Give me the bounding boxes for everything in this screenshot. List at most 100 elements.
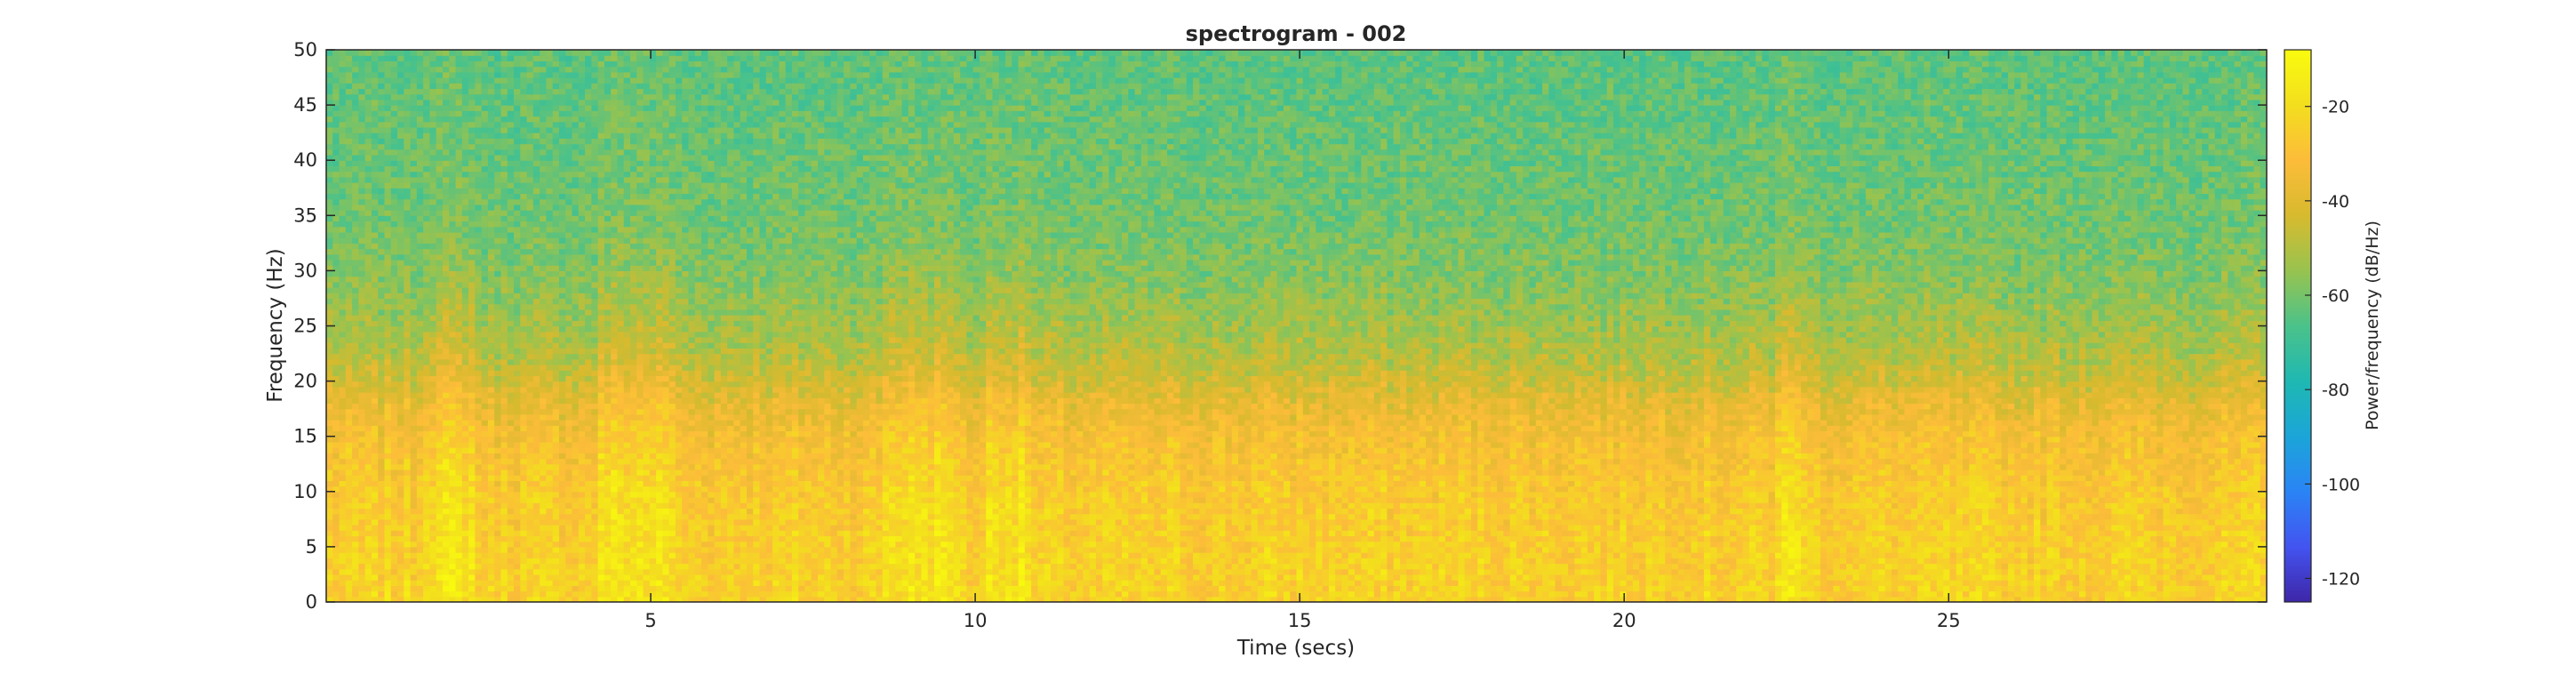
heatmap-cell: [546, 138, 553, 144]
heatmap-cell: [475, 585, 482, 591]
heatmap-cell: [624, 132, 631, 139]
heatmap-cell: [565, 525, 572, 531]
heatmap-cell: [449, 67, 456, 73]
heatmap-cell: [644, 469, 651, 476]
heatmap-cell: [540, 110, 547, 116]
heatmap-cell: [598, 249, 605, 255]
heatmap-cell: [546, 574, 553, 581]
heatmap-cell: [540, 420, 547, 426]
heatmap-cell: [429, 50, 436, 56]
heatmap-cell: [494, 459, 501, 465]
heatmap-cell: [326, 420, 333, 426]
heatmap-cell: [500, 182, 508, 189]
heatmap-cell: [326, 409, 333, 415]
heatmap-cell: [429, 525, 436, 531]
heatmap-cell: [397, 530, 404, 536]
heatmap-cell: [533, 67, 540, 73]
heatmap-cell: [527, 387, 534, 393]
heatmap-cell: [475, 558, 482, 564]
heatmap-cell: [391, 67, 398, 73]
heatmap-cell: [411, 155, 418, 161]
heatmap-cell: [372, 315, 379, 321]
heatmap-cell: [500, 67, 508, 73]
heatmap-cell: [540, 265, 547, 271]
heatmap-cell: [358, 442, 365, 448]
heatmap-cell: [417, 110, 424, 116]
heatmap-cell: [417, 155, 424, 161]
heatmap-cell: [378, 138, 385, 144]
heatmap-cell: [468, 375, 476, 381]
heatmap-cell: [340, 320, 347, 326]
heatmap-cell: [611, 155, 618, 161]
heatmap-cell: [411, 464, 418, 470]
heatmap-cell: [611, 519, 618, 526]
heatmap-cell: [482, 420, 489, 426]
heatmap-cell: [358, 320, 365, 326]
heatmap-cell: [533, 55, 540, 61]
heatmap-cell: [378, 309, 385, 316]
heatmap-cell: [611, 210, 618, 216]
heatmap-cell: [332, 304, 340, 310]
heatmap-cell: [611, 525, 618, 531]
heatmap-cell: [488, 210, 495, 216]
heatmap-cell: [326, 309, 333, 316]
heatmap-cell: [500, 430, 508, 437]
heatmap-cell: [332, 227, 340, 233]
heatmap-cell: [436, 414, 444, 421]
heatmap-cell: [494, 480, 501, 486]
heatmap-cell: [365, 326, 372, 333]
heatmap-cell: [591, 232, 598, 238]
heatmap-cell: [397, 60, 404, 67]
heatmap-cell: [572, 172, 580, 178]
heatmap-cell: [488, 243, 495, 249]
heatmap-cell: [494, 397, 501, 404]
heatmap-cell: [482, 55, 489, 61]
heatmap-cell: [456, 270, 463, 277]
heatmap-cell: [456, 414, 463, 421]
heatmap-cell: [475, 348, 482, 354]
heatmap-cell: [365, 420, 372, 426]
heatmap-cell: [346, 215, 353, 221]
heatmap-cell: [346, 277, 353, 283]
heatmap-cell: [644, 542, 651, 548]
heatmap-cell: [436, 409, 444, 415]
heatmap-cell: [591, 177, 598, 183]
heatmap-cell: [527, 67, 534, 73]
heatmap-cell: [332, 260, 340, 266]
heatmap-cell: [443, 447, 450, 453]
heatmap-cell: [591, 298, 598, 304]
heatmap-cell: [391, 122, 398, 128]
heatmap-cell: [358, 414, 365, 421]
heatmap-cell: [508, 94, 515, 100]
heatmap-cell: [468, 122, 476, 128]
heatmap-cell: [604, 172, 612, 178]
heatmap-cell: [546, 359, 553, 365]
heatmap-cell: [565, 265, 572, 271]
heatmap-cell: [423, 243, 430, 249]
heatmap-cell: [456, 558, 463, 564]
heatmap-cell: [514, 585, 521, 591]
heatmap-cell: [553, 260, 560, 266]
heatmap-cell: [468, 569, 476, 575]
heatmap-cell: [384, 397, 391, 404]
heatmap-cell: [358, 585, 365, 591]
heatmap-cell: [604, 243, 612, 249]
heatmap-cell: [358, 232, 365, 238]
heatmap-cell: [436, 293, 444, 299]
heatmap-cell: [417, 293, 424, 299]
heatmap-cell: [579, 370, 586, 376]
heatmap-cell: [391, 409, 398, 415]
heatmap-cell: [326, 564, 333, 570]
heatmap-cell: [462, 492, 469, 498]
heatmap-cell: [326, 177, 333, 183]
heatmap-cell: [636, 243, 644, 249]
heatmap-cell: [508, 50, 515, 56]
heatmap-cell: [378, 265, 385, 271]
heatmap-cell: [559, 260, 566, 266]
heatmap-cell: [579, 542, 586, 548]
heatmap-cell: [384, 122, 391, 128]
heatmap-cell: [514, 486, 521, 493]
heatmap-cell: [429, 210, 436, 216]
heatmap-cell: [533, 309, 540, 316]
heatmap-cell: [391, 260, 398, 266]
